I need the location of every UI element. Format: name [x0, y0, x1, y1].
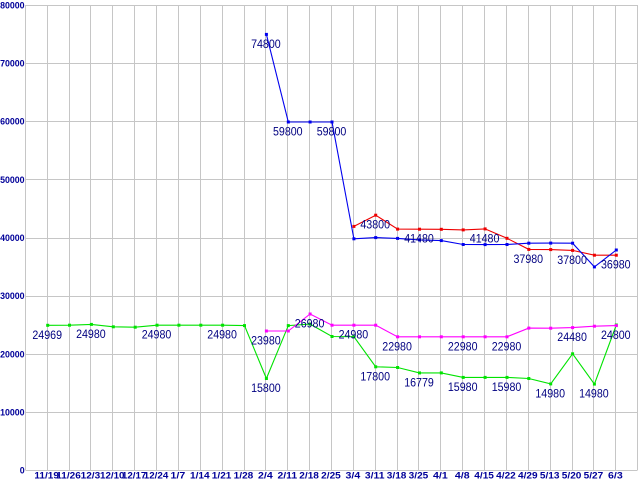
svg-text:70000: 70000 [0, 59, 25, 69]
svg-text:12/3: 12/3 [81, 471, 101, 480]
svg-text:74800: 74800 [251, 37, 281, 51]
svg-text:36980: 36980 [601, 258, 631, 272]
svg-text:22980: 22980 [492, 339, 522, 353]
svg-text:60000: 60000 [0, 117, 25, 127]
svg-text:43800: 43800 [360, 218, 390, 232]
svg-text:10000: 10000 [0, 408, 25, 418]
svg-text:24800: 24800 [601, 328, 631, 342]
svg-text:37980: 37980 [514, 252, 544, 266]
svg-text:4/8: 4/8 [455, 471, 470, 480]
svg-text:5/20: 5/20 [562, 471, 582, 480]
svg-text:2/4: 2/4 [258, 471, 273, 480]
svg-text:24980: 24980 [339, 328, 369, 342]
svg-text:41480: 41480 [470, 231, 500, 245]
svg-text:3/25: 3/25 [409, 471, 429, 480]
svg-text:17800: 17800 [360, 369, 390, 383]
svg-text:14980: 14980 [535, 386, 565, 400]
svg-text:12/10: 12/10 [100, 471, 125, 480]
svg-text:15980: 15980 [492, 380, 522, 394]
svg-text:15800: 15800 [251, 381, 281, 395]
svg-text:22980: 22980 [448, 339, 478, 353]
svg-text:6/3: 6/3 [608, 471, 623, 480]
svg-text:5/13: 5/13 [540, 471, 560, 480]
svg-text:14980: 14980 [579, 387, 609, 401]
svg-text:24969: 24969 [32, 328, 62, 342]
svg-text:20000: 20000 [0, 349, 25, 359]
svg-text:22980: 22980 [382, 339, 412, 353]
svg-text:4/22: 4/22 [496, 471, 516, 480]
svg-text:30000: 30000 [0, 291, 25, 301]
svg-text:4/29: 4/29 [518, 471, 538, 480]
svg-text:5/27: 5/27 [584, 471, 604, 480]
svg-text:2/18: 2/18 [299, 471, 319, 480]
svg-text:24980: 24980 [207, 328, 237, 342]
svg-text:11/19: 11/19 [34, 471, 59, 480]
svg-text:3/18: 3/18 [387, 471, 407, 480]
svg-text:4/15: 4/15 [474, 471, 494, 480]
svg-text:24480: 24480 [557, 330, 587, 344]
svg-text:15980: 15980 [448, 380, 478, 394]
svg-text:23980: 23980 [251, 334, 281, 348]
svg-text:59800: 59800 [317, 125, 347, 139]
svg-text:1/21: 1/21 [212, 471, 232, 480]
svg-text:11/26: 11/26 [56, 471, 81, 480]
svg-text:24980: 24980 [76, 327, 106, 341]
svg-text:50000: 50000 [0, 175, 25, 185]
svg-text:0: 0 [20, 466, 25, 476]
svg-text:80000: 80000 [0, 0, 25, 10]
svg-text:2/11: 2/11 [278, 471, 298, 480]
svg-text:2/25: 2/25 [321, 471, 341, 480]
svg-text:1/28: 1/28 [234, 471, 254, 480]
svg-text:37800: 37800 [557, 253, 587, 267]
svg-text:3/11: 3/11 [365, 471, 385, 480]
svg-text:1/14: 1/14 [190, 471, 210, 480]
svg-text:26980: 26980 [295, 317, 325, 331]
svg-text:59800: 59800 [273, 125, 303, 139]
svg-text:41480: 41480 [404, 232, 434, 246]
svg-text:1/7: 1/7 [171, 471, 186, 480]
svg-text:24980: 24980 [142, 328, 172, 342]
svg-text:12/17: 12/17 [122, 471, 147, 480]
svg-text:3/4: 3/4 [346, 471, 361, 480]
svg-text:40000: 40000 [0, 233, 25, 243]
svg-text:4/1: 4/1 [433, 471, 448, 480]
svg-text:12/24: 12/24 [144, 471, 169, 480]
svg-text:16779: 16779 [404, 375, 434, 389]
